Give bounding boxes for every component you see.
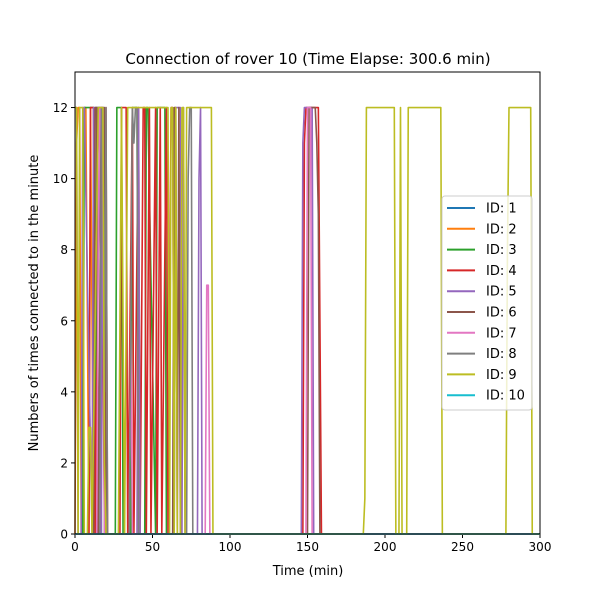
legend-label-id-2: ID: 2	[486, 222, 517, 237]
legend-label-id-6: ID: 6	[486, 306, 517, 321]
axes-frame	[74, 71, 541, 535]
y-tick-label: 4	[60, 385, 68, 399]
y-axis-label: Numbers of times connected to in the min…	[27, 155, 42, 452]
x-axis: 0 50 100 150 200 250 300	[71, 534, 551, 554]
legend-label-id-3: ID: 3	[486, 243, 517, 258]
y-tick-label: 6	[60, 314, 68, 328]
legend-label-id-9: ID: 9	[486, 368, 517, 383]
legend-label-id-4: ID: 4	[486, 264, 517, 279]
x-tick-label: 150	[296, 540, 319, 554]
legend-label-id-5: ID: 5	[486, 285, 517, 300]
y-tick-label: 2	[60, 456, 68, 470]
legend: ID: 1 ID: 2 ID: 3 ID: 4 ID: 5 ID: 6 ID: 7 ID: 8…	[441, 195, 533, 411]
legend-label-id-8: ID: 8	[486, 347, 517, 362]
y-tick-label: 8	[60, 243, 68, 257]
x-tick-label: 300	[529, 540, 552, 554]
y-tick-label: 12	[53, 101, 68, 115]
legend-label-id-7: ID: 7	[486, 326, 517, 341]
y-tick-label: 10	[53, 172, 68, 186]
legend-label-id-10: ID: 10	[486, 389, 525, 404]
x-tick-label: 250	[451, 540, 474, 554]
x-tick-label: 100	[219, 540, 242, 554]
legend-label-id-1: ID: 1	[486, 202, 517, 217]
chart-title: Connection of rover 10 (Time Elapse: 300…	[125, 50, 490, 68]
x-axis-label: Time (min)	[272, 564, 344, 579]
y-axis: 0 2 4 6 8 10 12	[53, 101, 75, 542]
x-tick-label: 50	[145, 540, 160, 554]
x-tick-label: 200	[374, 540, 397, 554]
x-tick-label: 0	[71, 540, 79, 554]
y-tick-label: 0	[60, 528, 68, 542]
